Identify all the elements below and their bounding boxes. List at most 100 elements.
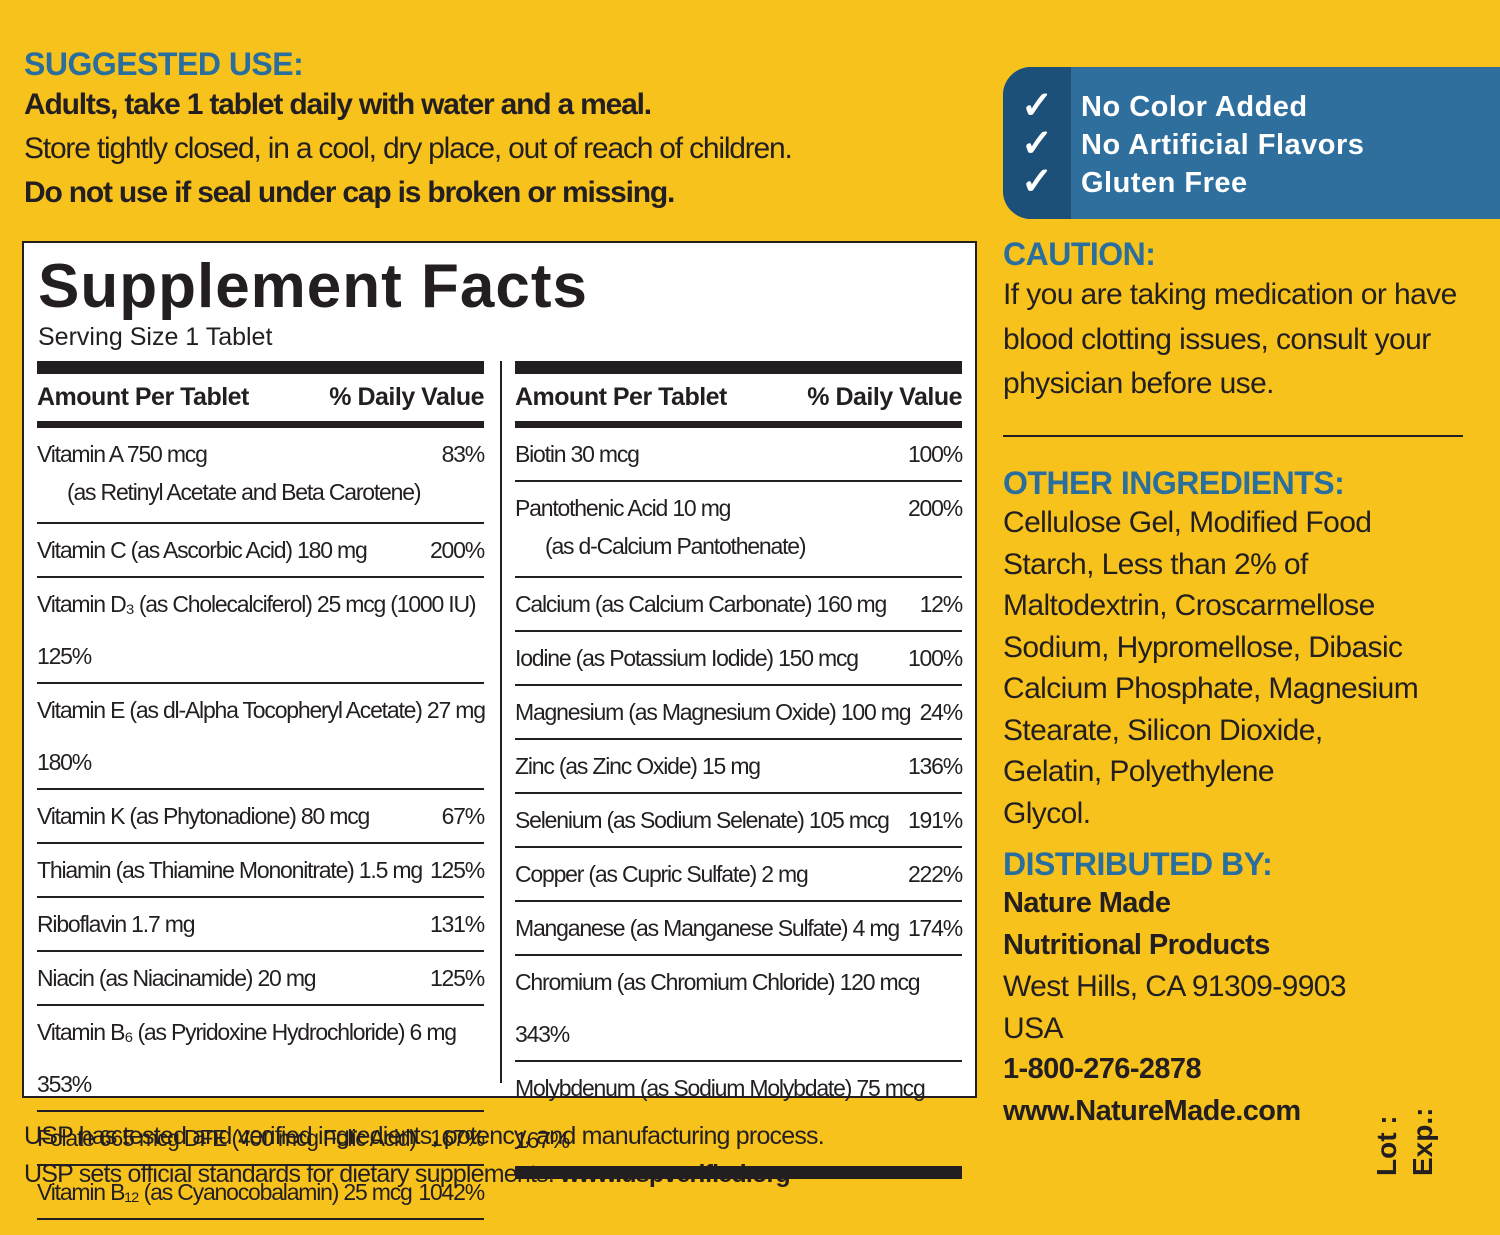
- daily-value: 200%: [907, 495, 963, 521]
- daily-value: 131%: [429, 911, 485, 937]
- text-line: USP sets official standards for dietary …: [24, 1155, 824, 1193]
- header-text: % Daily Value: [329, 383, 484, 411]
- daily-value: 67%: [441, 803, 486, 829]
- header-text: Amount Per Tablet: [37, 383, 249, 411]
- exp: Exp.:: [1407, 1107, 1438, 1176]
- nutrient-row: Thiamin (as Thiamine Mononitrate) 1.5 mg…: [37, 844, 485, 898]
- daily-value: 12%: [919, 591, 964, 617]
- text-line: Stearate, Silicon Dioxide,: [1003, 713, 1323, 747]
- claims-badge: ✓ ✓ ✓ No Color Added No Artificial Flavors…: [1003, 67, 1500, 219]
- nutrient: Chromium (as Chromium Chloride) 120 mcg: [515, 969, 921, 995]
- daily-value: 222%: [907, 861, 963, 887]
- nutrient: Vitamin B₁₂ (as Cyanocobalamin) 25 mcg: [37, 1179, 413, 1205]
- other-ingredients: OTHER INGREDIENTS: Cellulose Gel, Modifi…: [1003, 465, 1473, 834]
- daily-value: 100%: [907, 441, 963, 467]
- nutrient: Selenium (as Sodium Selenate) 105 mcg: [515, 807, 890, 833]
- nutrient-row: Iodine (as Potassium Iodide) 150 mcg 100%: [515, 632, 963, 686]
- nutrient: Vitamin A 750 mcg: [37, 441, 208, 467]
- nutrient: Copper (as Cupric Sulfate) 2 mg: [515, 861, 809, 887]
- suggested-use: SUGGESTED USE: Adults, take 1 tablet dai…: [24, 46, 793, 215]
- daily-value: 343%: [515, 1021, 570, 1047]
- facts-column: Amount Per Tablet % Daily Value Biotin 30 …: [515, 361, 964, 1179]
- nutrient-row: Selenium (as Sodium Selenate) 105 mcg 191…: [515, 794, 963, 848]
- text-line: 1-800-276-2878: [1003, 1053, 1202, 1085]
- nutrient-row: Calcium (as Calcium Carbonate) 160 mg 12%: [515, 578, 964, 632]
- nutrient-row: Vitamin B₁₂ (as Cyanocobalamin) 25 mcg 10…: [37, 1166, 485, 1220]
- supplement-facts: Supplement Facts Serving Size 1 Tablet A…: [22, 241, 977, 1220]
- usp-note: USP has tested and verified ingredients,…: [24, 1117, 825, 1193]
- text-line: Glycol.: [1003, 796, 1091, 830]
- header-text: % Daily Value: [807, 383, 962, 411]
- nutrient-row: Pantothenic Acid 10 mg 200% (as d-Calcium …: [515, 482, 963, 578]
- nutrient-row: Copper (as Cupric Sulfate) 2 mg 222%: [515, 848, 963, 902]
- daily-value: 200%: [429, 537, 485, 563]
- lot: Lot :: [1371, 1115, 1402, 1176]
- daily-value: 83%: [441, 441, 486, 467]
- daily-value: 180%: [37, 749, 92, 775]
- text-line: Gelatin, Polyethylene: [1003, 755, 1275, 788]
- daily-value: 125%: [429, 965, 485, 991]
- daily-value: 1042%: [418, 1179, 485, 1205]
- text-line: Nature Made: [1003, 887, 1171, 919]
- nutrient-row: Vitamin A 750 mcg 83% (as Retinyl Acetate …: [37, 428, 486, 524]
- nutrient: Riboflavin 1.7 mg: [37, 911, 196, 937]
- nutrient: Niacin (as Niacinamide) 20 mg: [37, 965, 317, 991]
- nutrient: Zinc (as Zinc Oxide) 15 mg: [515, 753, 761, 779]
- nutrient-row: Riboflavin 1.7 mg 131%: [37, 898, 485, 952]
- column-header: Amount Per Tablet % Daily Value: [37, 361, 484, 428]
- nutrient: Manganese (as Manganese Sulfate) 4 mg: [515, 915, 900, 941]
- nutrient: Molybdenum (as Sodium Molybdate) 75 mcg: [515, 1075, 926, 1101]
- daily-value: 100%: [907, 645, 963, 671]
- nutrient-row: Folate 665 mcg DFE (400 mcg Folic Acid) 1…: [37, 1112, 485, 1166]
- nutrient: Magnesium (as Magnesium Oxide) 100 mg: [515, 699, 912, 725]
- nutrient: Folate 665 mcg DFE (400 mcg Folic Acid): [37, 1125, 417, 1151]
- column-header: Amount Per Tablet % Daily Value: [515, 361, 962, 428]
- nutrient: Biotin 30 mcg: [515, 441, 640, 467]
- header-text: Amount Per Tablet: [515, 383, 727, 411]
- nutrient-row: Niacin (as Niacinamide) 20 mg 125%: [37, 952, 485, 1006]
- daily-value: 174%: [907, 915, 963, 941]
- text-line: Adults, take 1 tablet daily with water a…: [24, 88, 652, 121]
- nutrient: Iodine (as Potassium Iodide) 150 mcg: [515, 645, 859, 671]
- facts-column: Amount Per Tablet % Daily Value Vitamin A …: [37, 361, 486, 1220]
- nutrient-note: (as d-Calcium Pantothenate): [545, 533, 807, 559]
- nutrient-row: Manganese (as Manganese Sulfate) 4 mg 174…: [515, 902, 963, 956]
- heading: OTHER INGREDIENTS:: [1003, 465, 1345, 501]
- text-line: Do not use if seal under cap is broken o…: [24, 176, 675, 209]
- nutrient: Vitamin C (as Ascorbic Acid) 180 mg: [37, 537, 368, 563]
- claim: No Color Added: [1081, 91, 1308, 123]
- text-line: Sodium, Hypromellose, Dibasic: [1003, 630, 1403, 664]
- nutrient: Pantothenic Acid 10 mg: [515, 495, 731, 521]
- nutrient-row: Chromium (as Chromium Chloride) 120 mcg 3…: [515, 956, 962, 1062]
- check-icons: ✓ ✓ ✓: [1003, 67, 1071, 219]
- separator: [1003, 435, 1463, 437]
- text-line: Maltodextrin, Croscarmellose: [1003, 589, 1375, 622]
- heading: DISTRIBUTED BY:: [1003, 846, 1273, 882]
- nutrient-row: Vitamin B₆ (as Pyridoxine Hydrochloride)…: [37, 1006, 484, 1112]
- nutrient: Vitamin E (as dl-Alpha Tocopheryl Acetat…: [37, 697, 486, 723]
- nutrient: Thiamin (as Thiamine Mononitrate) 1.5 mg: [37, 857, 423, 883]
- nutrient-row: Biotin 30 mcg 100%: [515, 428, 963, 482]
- bottom-bar: [515, 1166, 962, 1179]
- text-line: If you are taking medication or have: [1003, 278, 1457, 311]
- nutrient-row: Zinc (as Zinc Oxide) 15 mg 136%: [515, 740, 963, 794]
- heading: SUGGESTED USE:: [24, 46, 304, 82]
- text-line: blood clotting issues, consult your: [1003, 322, 1431, 356]
- daily-value: 136%: [907, 753, 963, 779]
- text-line: West Hills, CA 91309-9903: [1003, 970, 1347, 1003]
- claim: Gluten Free: [1081, 167, 1248, 199]
- nutrient: Calcium (as Calcium Carbonate) 160 mg: [515, 591, 887, 617]
- text-line: Cellulose Gel, Modified Food: [1003, 506, 1372, 539]
- daily-value: 167%: [429, 1125, 485, 1151]
- text-line: physician before use.: [1003, 367, 1275, 400]
- daily-value: 167%: [515, 1127, 570, 1153]
- lot-exp: Lot : Exp.:: [1365, 1108, 1455, 1178]
- daily-value: 24%: [919, 699, 964, 725]
- distributed-by: DISTRIBUTED BY: Nature Made Nutritional P…: [1003, 846, 1473, 1132]
- nutrient-row: Vitamin C (as Ascorbic Acid) 180 mg 200%: [37, 524, 485, 578]
- nutrient-row: Vitamin D₃ (as Cholecalciferol) 25 mcg (…: [37, 578, 484, 684]
- text-line: www.NatureMade.com: [1003, 1094, 1301, 1127]
- nutrient: Vitamin D₃ (as Cholecalciferol) 25 mcg (…: [37, 591, 477, 617]
- nutrient-row: Magnesium (as Magnesium Oxide) 100 mg 24%: [515, 686, 964, 740]
